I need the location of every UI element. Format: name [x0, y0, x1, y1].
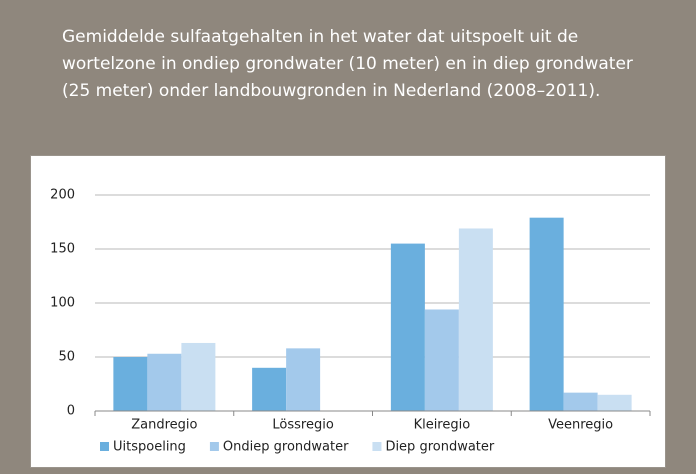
y-tick-label: 0 — [67, 404, 75, 419]
bar — [252, 367, 287, 411]
bar — [458, 228, 493, 411]
y-tick-label: 100 — [50, 296, 75, 311]
y-tick-label: 200 — [50, 188, 75, 203]
x-tick-label: Zandregio — [131, 418, 197, 433]
legend-swatch — [372, 442, 382, 451]
bar — [390, 243, 425, 411]
bar — [424, 309, 459, 411]
bar — [113, 357, 148, 411]
bar — [563, 392, 598, 411]
legend-swatch — [209, 442, 219, 451]
bar — [286, 348, 321, 411]
legend-swatch — [100, 442, 109, 451]
bar — [529, 217, 564, 411]
bar — [597, 394, 632, 411]
x-tick-label: Veenregio — [548, 418, 613, 433]
bar — [181, 342, 216, 411]
x-tick-label: Kleiregio — [414, 418, 471, 433]
chart-title: Gemiddelde sulfaatgehalten in het water … — [62, 27, 633, 101]
legend-label: Diep grondwater — [385, 440, 494, 455]
x-tick-label: Lössregio — [272, 418, 333, 433]
legend-label: Ondiep grondwater — [223, 440, 349, 455]
y-tick-label: 150 — [50, 242, 75, 257]
legend-label: Uitspoeling — [113, 440, 186, 455]
y-tick-label: 50 — [58, 350, 75, 365]
bar — [147, 353, 182, 411]
